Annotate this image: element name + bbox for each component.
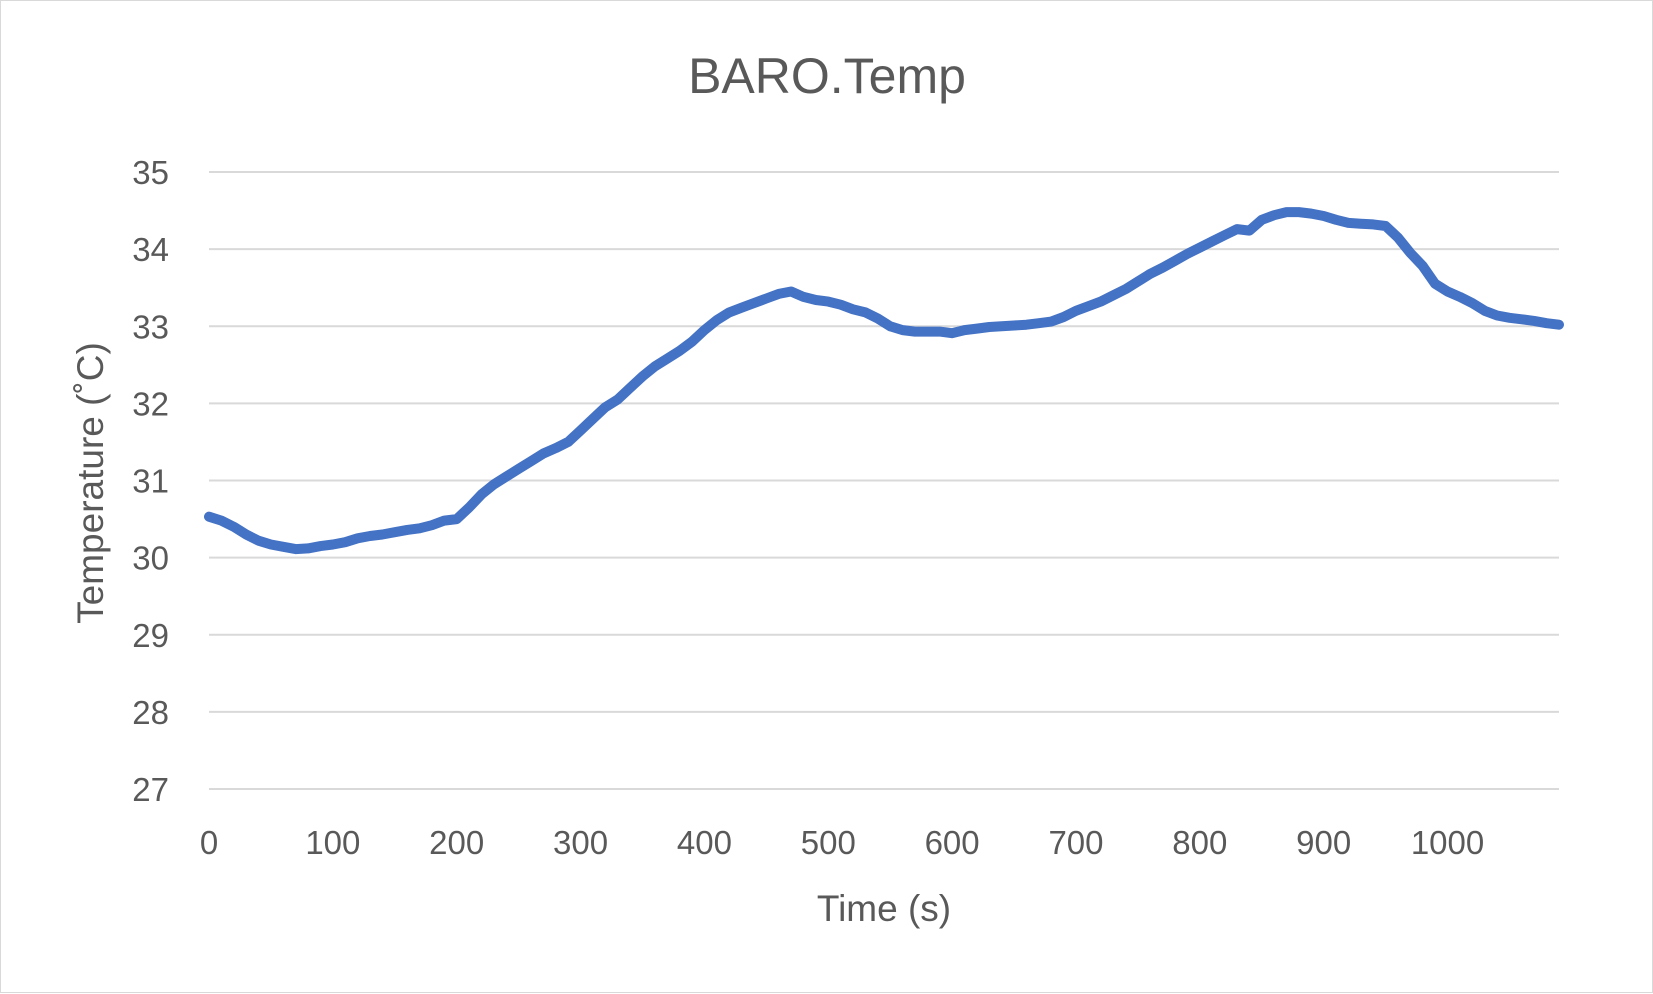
gridlines — [209, 171, 1559, 790]
series-line-0 — [204, 207, 1564, 555]
series-layer — [204, 207, 1564, 555]
x-tick-label: 500 — [801, 824, 856, 861]
x-tick-label: 100 — [305, 824, 360, 861]
y-tick-label: 31 — [132, 463, 169, 500]
y-tick-label: 29 — [132, 617, 169, 654]
y-tick-label: 35 — [132, 154, 169, 191]
x-tick-label: 700 — [1048, 824, 1103, 861]
y-tick-label: 34 — [132, 231, 169, 268]
x-axis-label: Time (s) — [817, 888, 951, 929]
chart-title: BARO.Temp — [688, 48, 966, 104]
x-tick-label: 1000 — [1411, 824, 1484, 861]
x-tick-label: 800 — [1172, 824, 1227, 861]
x-tick-label: 300 — [553, 824, 608, 861]
y-axis-ticks: 27 28 29 30 31 32 33 34 35 — [132, 154, 169, 808]
y-axis-label: Temperature (˚C) — [70, 342, 111, 624]
x-tick-label: 900 — [1296, 824, 1351, 861]
x-axis-ticks: 0 100 200 300 400 500 600 700 800 900 1000 — [200, 824, 1484, 861]
x-tick-label: 0 — [200, 824, 218, 861]
x-tick-label: 200 — [429, 824, 484, 861]
y-tick-label: 30 — [132, 540, 169, 577]
y-tick-label: 33 — [132, 308, 169, 345]
x-tick-label: 400 — [677, 824, 732, 861]
y-tick-label: 27 — [132, 771, 169, 808]
y-tick-label: 28 — [132, 694, 169, 731]
y-tick-label: 32 — [132, 385, 169, 422]
x-tick-label: 600 — [925, 824, 980, 861]
